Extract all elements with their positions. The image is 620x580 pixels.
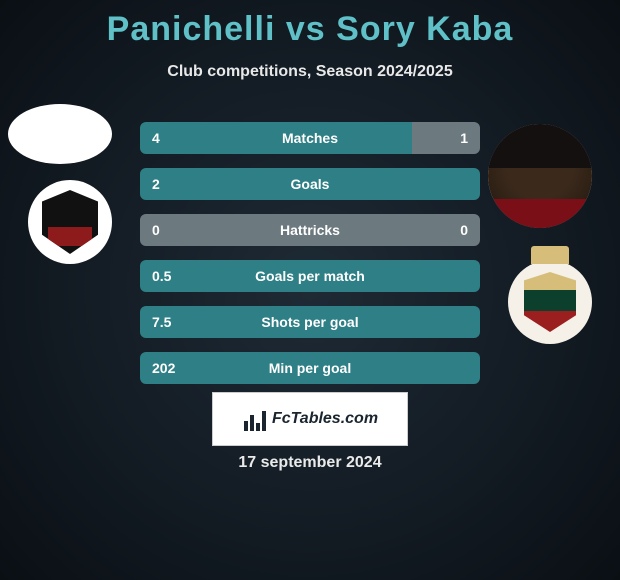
stat-row: 2Goals [140,168,480,200]
date: 17 september 2024 [0,454,620,472]
subtitle: Club competitions, Season 2024/2025 [0,63,620,81]
stat-row: 7.5Shots per goal [140,306,480,338]
stat-row: 00Hattricks [140,214,480,246]
player1-name: Panichelli [107,10,276,48]
player2-name: Sory Kaba [336,10,513,48]
player2-club-crest [508,260,592,344]
stat-right-value: 1 [412,122,480,154]
player1-avatar [8,104,112,164]
stat-right-value: 00 [140,214,480,246]
watermark-logo-icon [242,407,266,431]
stat-row: 41Matches [140,122,480,154]
stat-left-value: 202 [140,352,480,384]
stat-left-value: 0 [152,222,160,238]
stat-row: 0.5Goals per match [140,260,480,292]
comparison-title: Panichelli vs Sory Kaba [0,0,620,49]
stat-left-value: 2 [140,168,480,200]
player1-club-crest [28,180,112,264]
watermark: FcTables.com [212,392,408,446]
stat-left-value: 0.5 [140,260,480,292]
watermark-text: FcTables.com [272,410,378,428]
stat-row: 202Min per goal [140,352,480,384]
stat-right-value: 0 [460,222,468,238]
stat-left-value: 4 [140,122,412,154]
vs-text: vs [286,10,326,48]
stats-bars: 41Matches2Goals00Hattricks0.5Goals per m… [140,122,480,398]
stat-left-value: 7.5 [140,306,480,338]
player2-avatar [488,124,592,228]
